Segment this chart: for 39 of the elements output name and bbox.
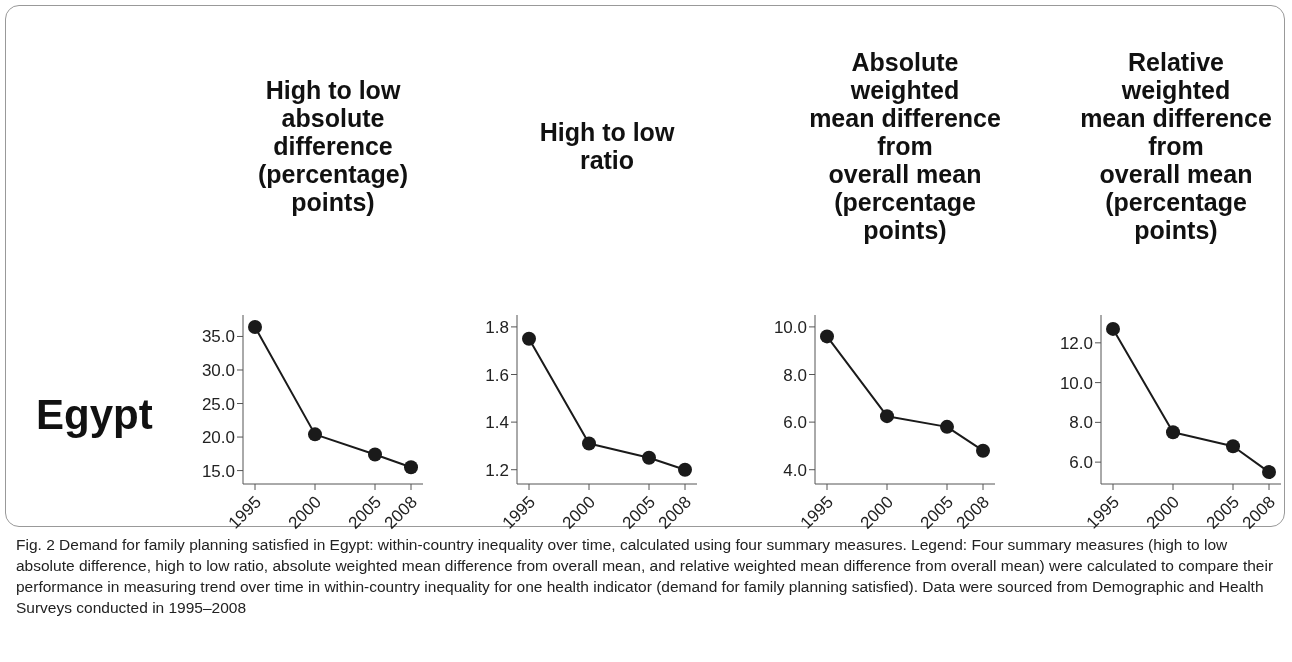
caption: Fig. 2 Demand for family planning satisfied in Egypt: within-country inequality over time, calculated using four summary measures. Legend: Four summary measures (high to low absolute difference, high to low ratio, absolute weighted mean difference from overall mean, and relative weighted mean difference from overall mean) were calculated to compare their performance in measuring trend over time in within-country inequality for one health indicator (demand for family planning satisfied). Data were sourced from Demographic and Health Surveys conducted in 1995–2008 [16,535,1275,618]
chart-title: Relative weighted mean difference from overall mean (percentage points) [1079,47,1273,244]
y-tick-label: 1.4 [485,413,509,433]
point [940,419,954,434]
y-tick-label: 6.0 [783,413,807,433]
y-tick-label: 30.0 [201,361,235,381]
point [308,427,322,442]
point [248,320,262,335]
y-tick-label: 10.0 [773,317,807,337]
y-tick-label: 35.0 [201,327,235,347]
chart-title: High to low ratio [538,116,676,176]
point [820,329,834,344]
point [1106,321,1120,336]
y-tick-label: 8.0 [1069,413,1093,433]
y-tick-label: 10.0 [1059,373,1093,393]
y-tick-label: 1.2 [485,460,509,480]
y-tick-label: 1.8 [485,317,509,337]
y-tick-label: 1.6 [485,365,509,385]
chart-title: Absolute weighted mean difference from overall mean (percentage points) [808,47,1002,244]
point [1226,439,1240,454]
y-tick-label: 20.0 [201,428,235,448]
y-axis-title: Egypt [36,391,153,439]
y-tick-label: 25.0 [201,394,235,414]
point [976,443,990,458]
point [522,331,536,346]
y-tick-label: 8.0 [783,365,807,385]
point [1262,465,1276,480]
point [678,462,692,477]
point [880,409,894,424]
y-tick-label: 4.0 [783,460,807,480]
y-tick-label: 12.0 [1059,333,1093,353]
point [404,460,418,475]
point [1166,425,1180,440]
point [368,447,382,462]
chart-title: High to low absolute difference (percentage) points) [256,74,409,218]
y-tick-label: 15.0 [201,461,235,481]
y-tick-label: 6.0 [1069,453,1093,473]
point [582,436,596,451]
point [642,450,656,465]
